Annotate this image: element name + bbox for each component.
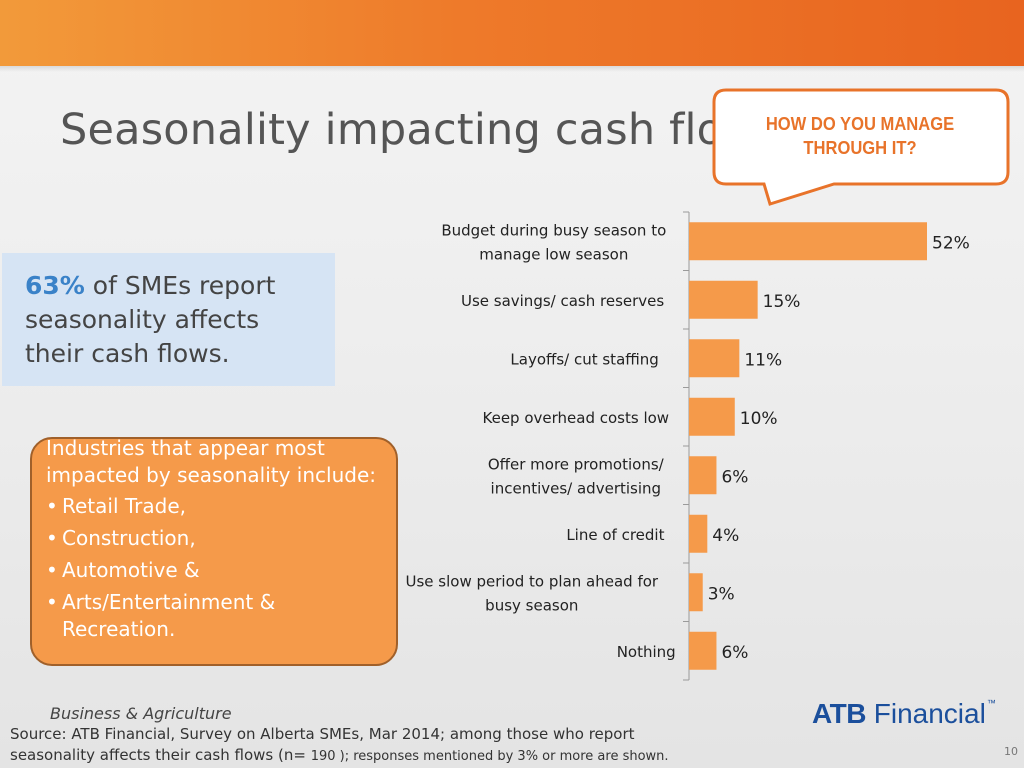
category-label: Line of credit: [566, 526, 664, 544]
industries-text: Industries that appear most impacted by …: [46, 435, 376, 648]
industries-list: Retail Trade, Construction, Automotive &…: [46, 493, 376, 643]
logo-tm: ™: [986, 698, 996, 708]
stat-box: 63% of SMEs report seasonality affects t…: [2, 253, 335, 386]
division-label: Business & Agriculture: [50, 704, 232, 723]
category-label: Use slow period to plan ahead for busy se…: [406, 572, 659, 614]
atb-logo: ATB Financial™: [812, 698, 996, 730]
stat-percentage: 63%: [25, 271, 85, 300]
source-line-2: seasonality affects their cash flows (n=…: [10, 745, 730, 767]
bar: [689, 339, 740, 378]
speech-bubble-icon: [712, 88, 1010, 206]
bar: [689, 456, 717, 495]
data-label: 4%: [712, 526, 739, 546]
list-item: Arts/Entertainment & Recreation.: [46, 589, 376, 643]
stat-text: 63% of SMEs report seasonality affects t…: [25, 269, 325, 371]
source-line-2a: seasonality affects their cash flows (n=: [10, 746, 311, 764]
callout-text: HOW DO YOU MANAGE THROUGH IT?: [765, 114, 955, 158]
category-label: Keep overhead costs low: [483, 409, 670, 427]
data-label: 3%: [708, 584, 735, 604]
bar: [689, 222, 927, 261]
bar: [689, 573, 703, 612]
data-label: 11%: [744, 350, 782, 370]
category-label: Nothing: [617, 643, 676, 661]
category-label: Use savings/ cash reserves: [461, 292, 664, 310]
data-label: 52%: [932, 233, 970, 253]
data-label: 15%: [763, 292, 801, 312]
bar: [689, 280, 758, 319]
callout-bubble: HOW DO YOU MANAGE THROUGH IT?: [712, 88, 1012, 206]
category-label: Layoffs/ cut staffing: [510, 350, 658, 368]
data-label: 6%: [721, 467, 748, 487]
list-item: Construction,: [46, 525, 376, 552]
bar: [689, 397, 735, 436]
logo-atb: ATB: [812, 698, 866, 729]
category-label: Offer more promotions/incentives/ advert…: [488, 455, 665, 497]
page-title: Seasonality impacting cash flow: [60, 105, 759, 155]
list-item: Automotive &: [46, 557, 376, 584]
industries-intro: Industries that appear most impacted by …: [46, 436, 376, 487]
header-bar: [0, 0, 1024, 72]
page-number: 10: [1004, 745, 1018, 758]
source-line-2b: 190 ); responses mentioned by 3% or more…: [310, 749, 669, 764]
data-label: 10%: [740, 409, 778, 429]
category-label: Budget during busy season to manage low s…: [441, 221, 666, 263]
bar: [689, 514, 708, 553]
list-item: Retail Trade,: [46, 493, 376, 520]
source-note: Source: ATB Financial, Survey on Alberta…: [10, 724, 730, 767]
source-line-1: Source: ATB Financial, Survey on Alberta…: [10, 725, 635, 743]
stat-description: of SMEs report seasonality affects their…: [25, 271, 276, 368]
logo-financial: Financial: [873, 698, 986, 729]
bar: [689, 631, 717, 670]
data-label: 6%: [721, 643, 748, 663]
